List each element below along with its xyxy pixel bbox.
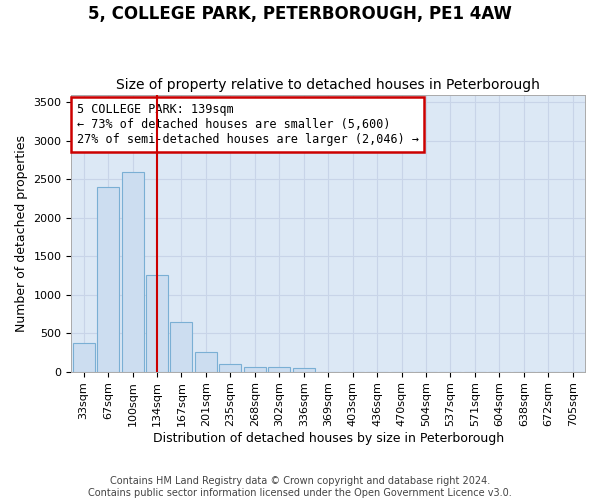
Bar <box>97 187 119 372</box>
Bar <box>220 364 241 372</box>
Bar <box>122 172 143 372</box>
Bar <box>268 368 290 372</box>
Bar <box>73 343 95 372</box>
Bar <box>293 368 315 372</box>
Bar <box>170 322 193 372</box>
Title: Size of property relative to detached houses in Peterborough: Size of property relative to detached ho… <box>116 78 540 92</box>
Bar <box>195 352 217 372</box>
Text: 5, COLLEGE PARK, PETERBOROUGH, PE1 4AW: 5, COLLEGE PARK, PETERBOROUGH, PE1 4AW <box>88 5 512 23</box>
Text: 5 COLLEGE PARK: 139sqm
← 73% of detached houses are smaller (5,600)
27% of semi-: 5 COLLEGE PARK: 139sqm ← 73% of detached… <box>77 103 419 146</box>
Bar <box>244 367 266 372</box>
Bar <box>146 276 168 372</box>
Text: Contains HM Land Registry data © Crown copyright and database right 2024.
Contai: Contains HM Land Registry data © Crown c… <box>88 476 512 498</box>
X-axis label: Distribution of detached houses by size in Peterborough: Distribution of detached houses by size … <box>152 432 504 445</box>
Y-axis label: Number of detached properties: Number of detached properties <box>15 134 28 332</box>
